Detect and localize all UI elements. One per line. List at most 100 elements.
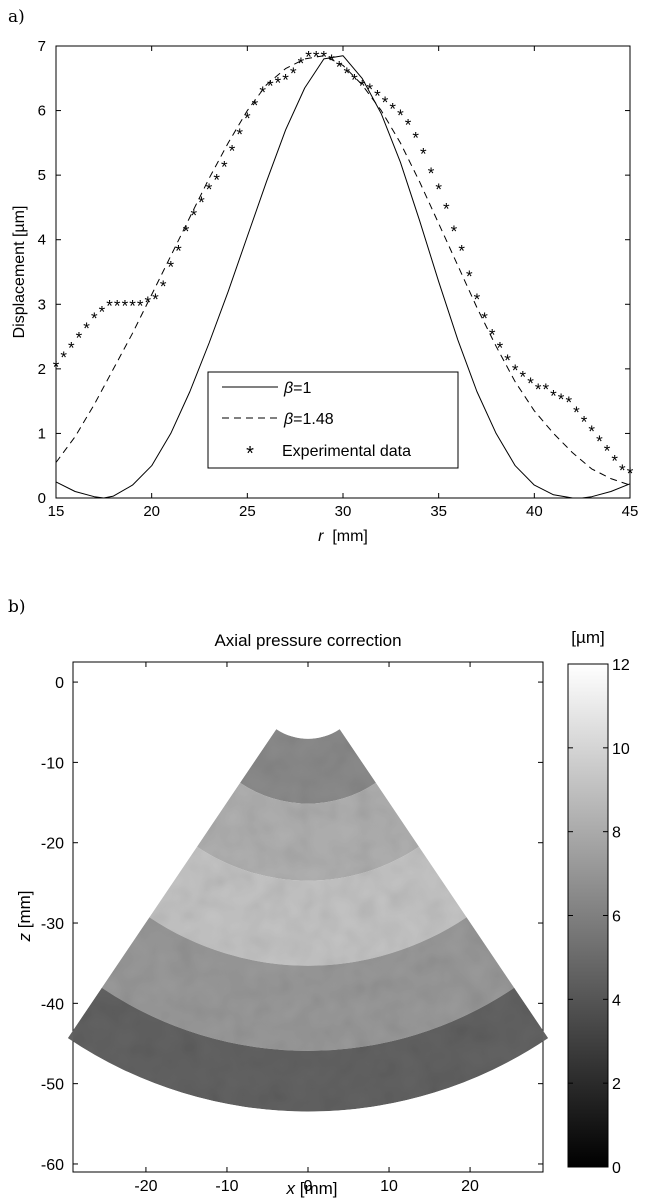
colorbar-tick-label: 10 xyxy=(612,741,630,758)
colorbar-tick-label: 6 xyxy=(612,909,621,926)
a-xtick-label: 30 xyxy=(335,503,352,520)
data-point: * xyxy=(351,70,358,89)
data-point: * xyxy=(573,403,580,422)
data-point: * xyxy=(474,290,481,309)
data-point: * xyxy=(190,206,197,225)
data-point: * xyxy=(588,422,595,441)
data-point: * xyxy=(137,296,144,315)
data-point: * xyxy=(305,48,312,67)
legend-marker: * xyxy=(246,443,254,465)
a-ytick-label: 2 xyxy=(38,361,46,378)
a-ylabel: Displacement [µm] xyxy=(11,206,28,339)
data-point: * xyxy=(374,86,381,105)
data-point: * xyxy=(328,51,335,70)
pressure-correction-map: Axial pressure correction -20 -10 0 10 20 0 -1… xyxy=(15,628,630,1198)
data-point: * xyxy=(596,432,603,451)
data-point: * xyxy=(129,296,136,315)
b-ytick-label: 0 xyxy=(55,675,64,692)
b-xtick-label: 20 xyxy=(461,1178,479,1195)
data-point: * xyxy=(275,74,282,93)
data-point: * xyxy=(213,170,220,189)
a-xlabel: r [mm] xyxy=(318,528,368,545)
b-ytick-label: -20 xyxy=(41,836,64,853)
a-xtick-label: 20 xyxy=(143,503,160,520)
data-point: * xyxy=(60,348,67,367)
b-xtick-label: 10 xyxy=(380,1178,398,1195)
a-xtick-label: 25 xyxy=(239,503,256,520)
data-point: * xyxy=(366,80,373,99)
data-point: * xyxy=(321,48,328,67)
b-xlabel: x [mm] xyxy=(286,1179,338,1198)
a-xtick-label: 15 xyxy=(48,503,65,520)
b-ytick-label: -60 xyxy=(41,1157,64,1174)
data-point: * xyxy=(382,93,389,112)
b-xtick-label: -10 xyxy=(215,1178,238,1195)
data-point: * xyxy=(520,367,527,386)
data-point: * xyxy=(527,374,534,393)
data-point: * xyxy=(282,70,289,89)
colorbar-tick-label: 8 xyxy=(612,825,621,842)
data-point: * xyxy=(53,358,60,377)
data-point: * xyxy=(160,277,167,296)
data-point: * xyxy=(535,380,542,399)
data-point: * xyxy=(167,258,174,277)
data-point: * xyxy=(122,296,129,315)
b-ytick-label: -30 xyxy=(41,916,64,933)
data-point: * xyxy=(504,351,511,370)
panel-a-label: a) xyxy=(8,7,25,27)
data-point: * xyxy=(458,241,465,260)
data-point: * xyxy=(550,387,557,406)
b-xtick-label: -20 xyxy=(134,1178,157,1195)
data-point: * xyxy=(412,128,419,147)
data-point: * xyxy=(512,361,519,380)
data-point: * xyxy=(298,54,305,73)
data-point: * xyxy=(175,241,182,260)
a-xtick-label: 40 xyxy=(526,503,543,520)
data-point: * xyxy=(152,290,159,309)
colorbar-tick-label: 12 xyxy=(612,657,630,674)
data-point: * xyxy=(198,193,205,212)
b-ylabel: z [mm] xyxy=(15,891,34,943)
data-point: * xyxy=(581,413,588,432)
data-point: * xyxy=(558,390,565,409)
a-ytick-label: 7 xyxy=(38,38,46,55)
data-point: * xyxy=(443,199,450,218)
data-point: * xyxy=(290,64,297,83)
data-point: * xyxy=(435,180,442,199)
data-point: * xyxy=(451,222,458,241)
colorbar-tick-label: 4 xyxy=(612,992,621,1009)
b-ytick-label: -40 xyxy=(41,996,64,1013)
data-point: * xyxy=(206,180,213,199)
data-point: * xyxy=(604,442,611,461)
data-point: * xyxy=(221,157,228,176)
a-ytick-label: 3 xyxy=(38,296,46,313)
series-line-beta-1 xyxy=(55,55,631,499)
data-point: * xyxy=(83,319,90,338)
data-point: * xyxy=(481,309,488,328)
data-point: * xyxy=(106,296,113,315)
data-point: * xyxy=(236,125,243,144)
colorbar-tick-label: 0 xyxy=(612,1160,621,1177)
b-ytick-label: -10 xyxy=(41,755,64,772)
b-title: Axial pressure correction xyxy=(214,631,401,650)
a-xtick-label: 45 xyxy=(622,503,639,520)
data-point: * xyxy=(611,451,618,470)
a-xtick-label: 35 xyxy=(430,503,447,520)
a-ytick-label: 4 xyxy=(38,232,46,249)
a-ytick-label: 6 xyxy=(38,103,46,120)
data-point: * xyxy=(267,77,274,96)
a-ytick-label: 0 xyxy=(38,490,46,507)
data-point: * xyxy=(389,99,396,118)
data-point: * xyxy=(489,325,496,344)
colorbar xyxy=(567,663,609,1168)
legend-label-beta1: β=1 xyxy=(283,380,311,397)
a-ytick-label: 1 xyxy=(38,425,46,442)
data-point: * xyxy=(543,380,550,399)
data-point: * xyxy=(91,309,98,328)
data-point: * xyxy=(76,329,83,348)
legend-label-beta148: β=1.48 xyxy=(283,411,334,428)
data-point: * xyxy=(114,296,121,315)
b-xtick-label: 0 xyxy=(304,1178,313,1195)
